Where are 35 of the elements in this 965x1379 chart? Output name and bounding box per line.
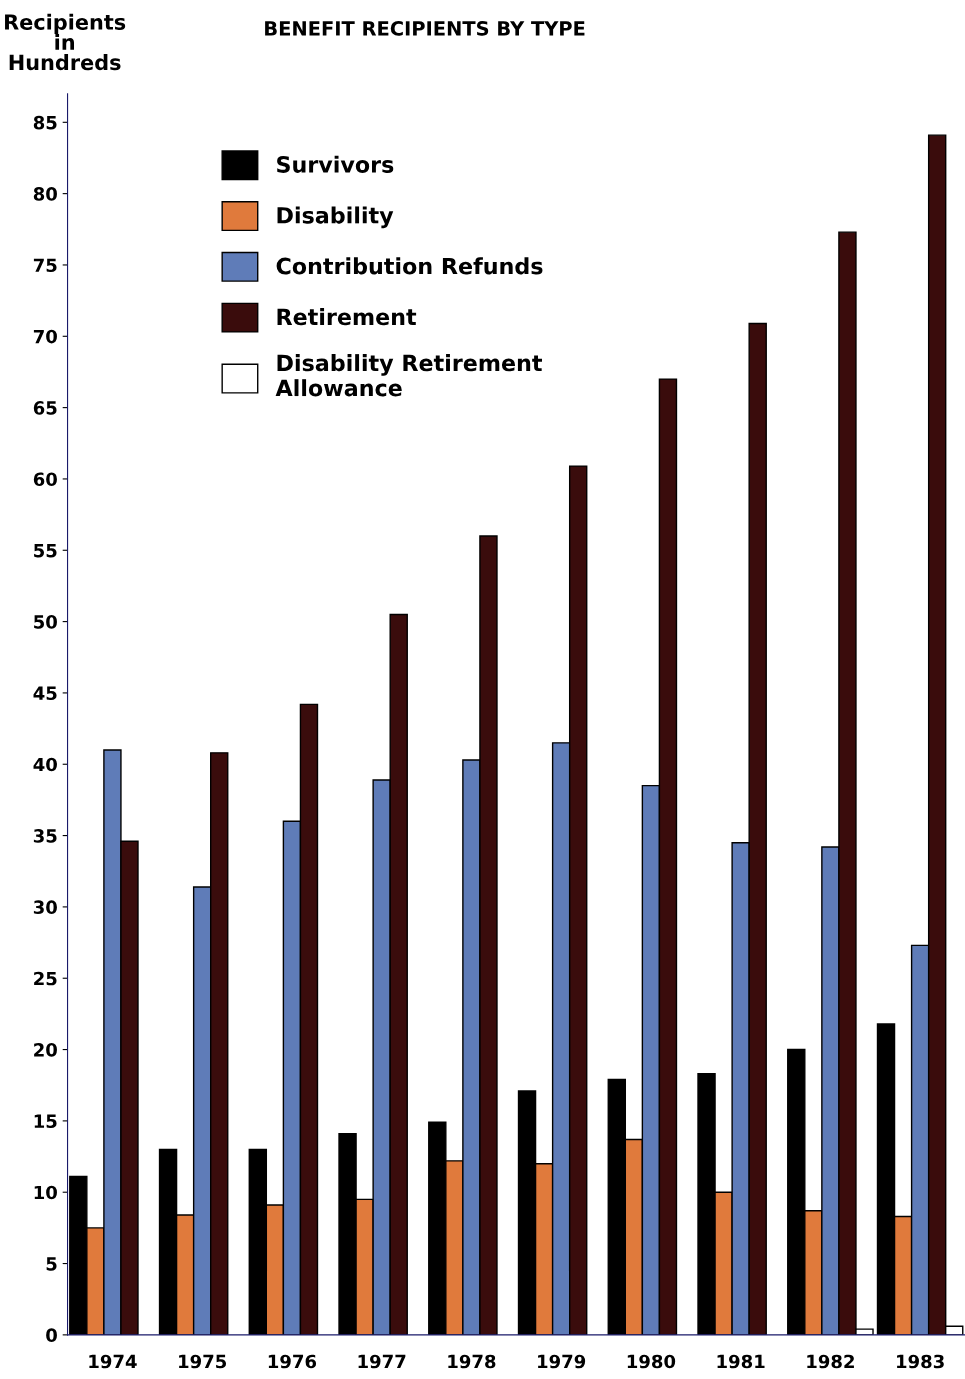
y-tick-label: 15 [34, 1114, 57, 1129]
y-tick-label: 45 [33, 686, 57, 701]
y-tick-label: 55 [34, 543, 57, 558]
x-tick-label: 1979 [538, 1354, 586, 1369]
y-axis-title: Recipients in Hundreds [5, 13, 126, 71]
y-tick-label: 25 [34, 971, 57, 986]
y-tick-label: 85 [33, 115, 57, 130]
legend-label: Survivors [277, 155, 394, 173]
y-tick-label: 40 [33, 757, 57, 772]
legend-label: Contribution Refunds [276, 257, 543, 275]
y-tick-label: 60 [33, 472, 57, 487]
y-tick-label: 50 [34, 615, 57, 629]
y-tick-label: 30 [33, 900, 57, 915]
x-tick-label: 1982 [807, 1354, 854, 1369]
y-tick-label: 0 [46, 1328, 57, 1342]
y-tick-label: 75 [33, 258, 57, 273]
legend-label: Disability [277, 206, 394, 229]
x-tick-label: 1983 [897, 1354, 944, 1369]
legend-label: Disability Retirement Allowance [275, 354, 543, 397]
chart-title: BENEFIT RECIPIENTS BY TYPE [265, 21, 585, 36]
y-tick-label: 35 [33, 829, 57, 843]
x-tick-label: 1977 [358, 1354, 406, 1369]
x-tick-label: 1974 [89, 1354, 137, 1369]
x-tick-label: 1981 [717, 1354, 765, 1369]
y-tick-label: 20 [34, 1043, 57, 1057]
legend-label: Retirement [277, 308, 417, 326]
y-tick-label: 70 [33, 329, 57, 344]
y-tick-label: 10 [34, 1185, 57, 1200]
x-tick-label: 1976 [268, 1354, 317, 1369]
x-tick-label: 1975 [179, 1354, 227, 1369]
y-tick-label: 5 [46, 1257, 57, 1271]
x-tick-label: 1978 [448, 1354, 496, 1369]
y-tick-label: 80 [33, 187, 57, 201]
y-tick-label: 65 [33, 401, 57, 415]
x-tick-label: 1980 [627, 1354, 676, 1369]
